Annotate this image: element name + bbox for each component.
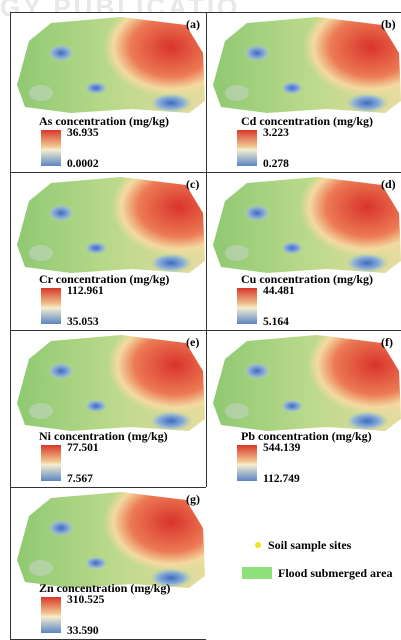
max-label: 36.935 [67, 127, 99, 139]
panel-title: As concentration (mg/kg) [39, 114, 169, 129]
panel: (b) Cd concentration (mg/kg)3.223 0.278 [206, 12, 401, 173]
panel: (e) Ni concentration (mg/kg)77.501 7.567 [10, 330, 207, 488]
min-label: 0.0002 [67, 158, 99, 170]
panel-title: Ni concentration (mg/kg) [39, 429, 168, 444]
colorbar [237, 288, 257, 324]
panel-label: (a) [186, 17, 200, 32]
colorbar [41, 288, 61, 324]
max-label: 44.481 [263, 285, 295, 297]
colorbar [41, 445, 61, 481]
max-label: 544.139 [263, 442, 300, 454]
panel-label: (e) [186, 335, 199, 350]
panel: (c) Cr concentration (mg/kg)112.961 35.053 [10, 172, 207, 331]
min-label: 35.053 [67, 316, 99, 328]
panel-label: (c) [186, 177, 199, 192]
map [11, 331, 207, 436]
min-label: 5.164 [263, 316, 289, 328]
panel: (a) As concentration (mg/kg)36.935 0.0002 [10, 12, 207, 173]
site-marker [255, 542, 261, 548]
map [11, 173, 207, 278]
panel-label: (f) [381, 335, 393, 350]
panel: (d) Cu concentration (mg/kg)44.481 5.164 [206, 172, 401, 331]
panel: (g) Zn concentration (mg/kg)310.525 33.590 [10, 487, 207, 640]
min-label: 112.749 [263, 473, 300, 485]
page: GY PUBLICATIO (a)As concentration (mg/kg… [0, 0, 401, 640]
panel-title: Cr concentration (mg/kg) [39, 272, 169, 287]
min-label: 7.567 [67, 473, 93, 485]
legend-sites: Soil sample sites [268, 538, 351, 553]
max-label: 112.961 [67, 285, 104, 297]
max-label: 310.525 [67, 594, 104, 606]
colorbar [41, 597, 61, 633]
legend-flood: Flood submerged area [278, 566, 392, 581]
colorbar [237, 130, 257, 166]
map [207, 13, 401, 118]
map [11, 13, 207, 118]
panel-label: (g) [186, 492, 200, 507]
max-label: 3.223 [263, 127, 289, 139]
panel-title: Pb concentration (mg/kg) [241, 429, 372, 444]
panel-label: (b) [381, 17, 396, 32]
colorbar [237, 445, 257, 481]
flood-swatch [242, 567, 272, 579]
map [207, 331, 401, 436]
min-label: 0.278 [263, 158, 289, 170]
panel-title: Cd concentration (mg/kg) [241, 114, 373, 129]
panel: (f) Pb concentration (mg/kg)544.139 112.74… [206, 330, 401, 488]
panel-title: Zn concentration (mg/kg) [39, 581, 170, 596]
min-label: 33.590 [67, 625, 99, 637]
map [207, 173, 401, 278]
panel-label: (d) [381, 177, 396, 192]
panel-title: Cu concentration (mg/kg) [241, 272, 373, 287]
legend: Soil sample sites Flood submerged area [206, 487, 401, 640]
colorbar [41, 130, 61, 166]
max-label: 77.501 [67, 442, 99, 454]
map [11, 488, 207, 593]
